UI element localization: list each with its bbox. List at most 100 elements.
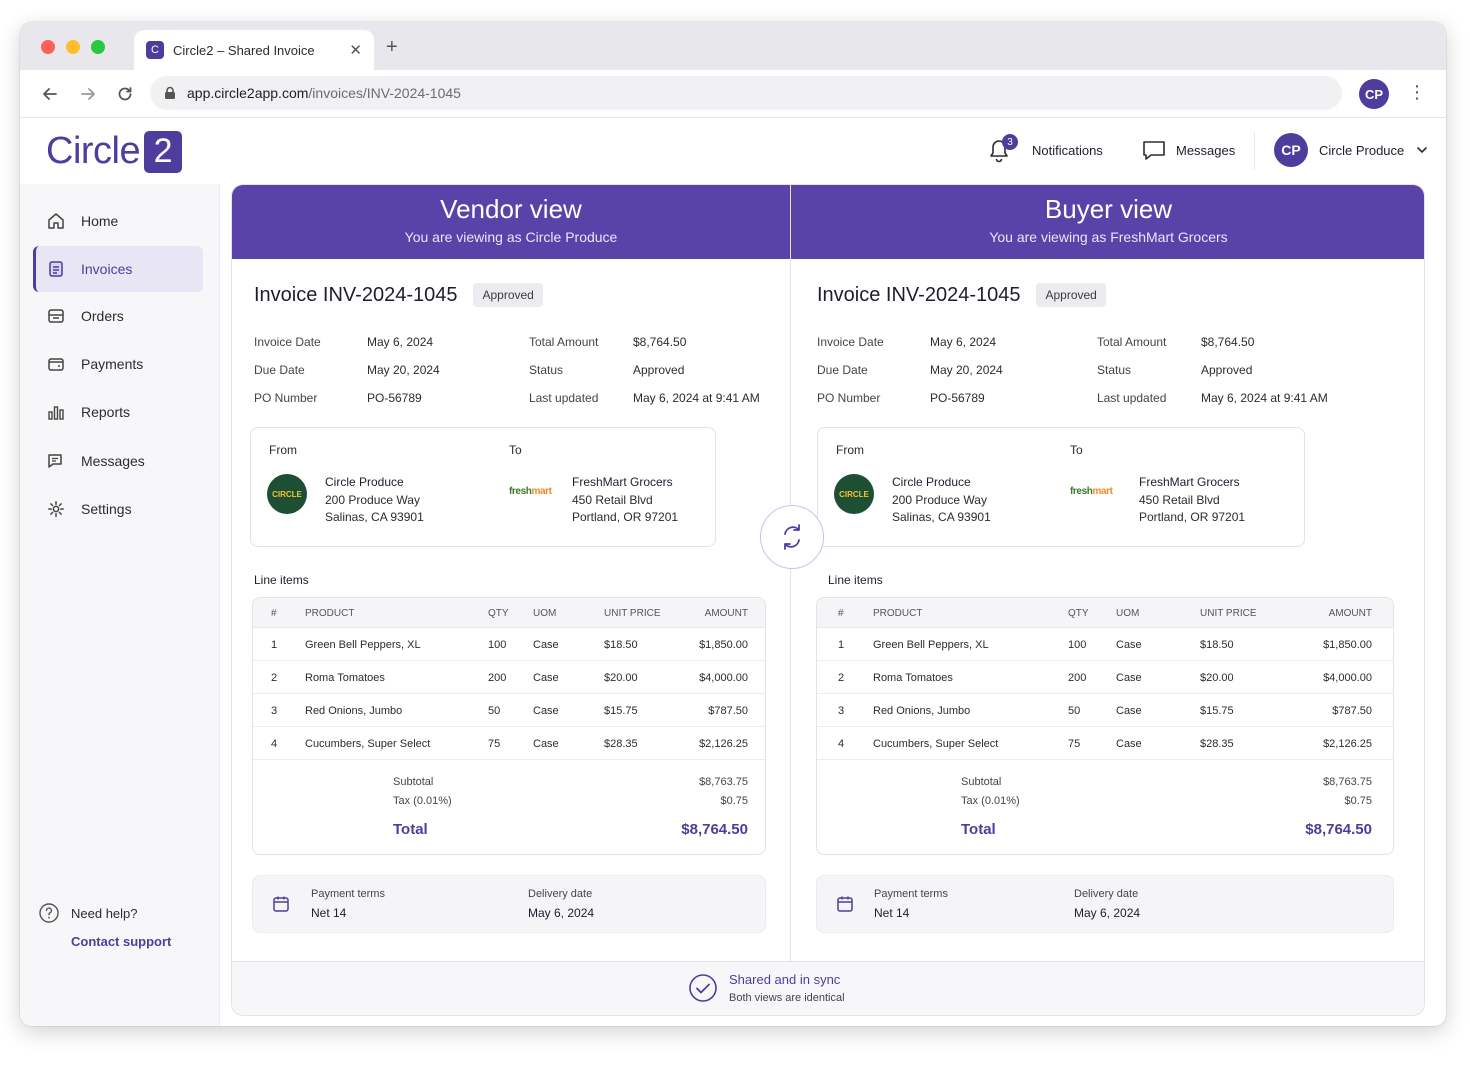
tab-title: Circle2 – Shared Invoice — [173, 42, 315, 58]
table-row: 2 Roma Tomatoes 200 Case $20.00 $4,000.0… — [817, 661, 1393, 694]
sidebar-item-settings[interactable]: Settings — [33, 486, 203, 532]
new-tab-icon[interactable]: + — [386, 36, 398, 58]
browser-menu-icon[interactable]: ⋮ — [1408, 82, 1426, 102]
sidebar-item-orders[interactable]: Orders — [33, 293, 203, 339]
maximize-window-button[interactable] — [91, 40, 105, 54]
tab-bar: C Circle2 – Shared Invoice ✕ + — [20, 22, 1446, 70]
sync-status-title: Shared and in sync — [729, 972, 841, 987]
message-icon — [1143, 141, 1165, 160]
freshmart-logo: freshmart — [509, 486, 552, 497]
pane-subtitle: You are viewing as Circle Produce — [404, 229, 618, 245]
tax-value: $0.75 — [720, 795, 748, 807]
line-items-table: # PRODUCT QTY UOM UNIT PRICE AMOUNT 1 Gr… — [252, 597, 766, 855]
to-label: To — [509, 443, 522, 457]
buyer-view-header: Buyer view You are viewing as FreshMart … — [791, 185, 1424, 259]
table-row: 3 Red Onions, Jumbo 50 Case $15.75 $787.… — [253, 694, 765, 727]
home-icon — [46, 211, 66, 231]
tax-label: Tax (0.01%) — [961, 795, 1020, 807]
bar-chart-icon — [46, 402, 66, 422]
notification-count-badge: 3 — [1002, 134, 1018, 150]
contact-support-link[interactable]: Contact support — [71, 934, 172, 949]
reload-icon[interactable] — [113, 82, 137, 106]
total-label: Total — [961, 821, 996, 838]
notifications-button[interactable]: 3 Notifications — [986, 132, 1103, 168]
vendor-invoice-pane: Invoice INV-2024-1045 Approved Invoice D… — [232, 259, 790, 961]
sidebar-item-payments[interactable]: Payments — [33, 341, 203, 387]
sidebar-item-label: Payments — [81, 356, 144, 372]
header-divider — [1254, 132, 1255, 170]
minimize-window-button[interactable] — [66, 40, 80, 54]
sidebar-item-label: Orders — [81, 308, 124, 324]
from-to-card: From To CIRCLE Circle Produce 200 Produc… — [817, 427, 1305, 547]
shared-invoice-comparison: Vendor view You are viewing as Circle Pr… — [231, 184, 1425, 1016]
payment-terms-value: Net 14 — [311, 906, 347, 920]
account-avatar: CP — [1274, 133, 1308, 167]
url-host: app.circle2app.com — [187, 85, 309, 101]
sidebar-item-label: Reports — [81, 404, 131, 420]
terms-card: Payment terms Net 14 Delivery date May 6… — [252, 875, 766, 933]
favicon-icon: C — [146, 41, 164, 59]
to-address: FreshMart Grocers 450 Retail Blvd Portla… — [572, 475, 679, 524]
account-menu[interactable]: CP Circle Produce — [1274, 132, 1428, 168]
chat-icon — [46, 451, 66, 471]
sidebar-item-messages[interactable]: Messages — [33, 438, 203, 484]
pane-divider — [790, 185, 791, 961]
subtotal-value: $8,763.75 — [1323, 776, 1372, 788]
delivery-date-label: Delivery date — [528, 888, 593, 900]
forward-icon[interactable] — [76, 82, 100, 106]
messages-label: Messages — [1176, 142, 1236, 158]
app-header: Circle 2 3 Notifications Messages CP Cir… — [20, 118, 1446, 184]
terms-card: Payment terms Net 14 Delivery date May 6… — [816, 875, 1394, 933]
to-label: To — [1070, 443, 1083, 457]
subtotal-label: Subtotal — [961, 776, 1002, 788]
sidebar-item-label: Settings — [81, 501, 132, 517]
line-items-label: Line items — [254, 573, 309, 587]
circle-produce-logo: CIRCLE — [834, 474, 874, 514]
subtotal-value: $8,763.75 — [699, 776, 748, 788]
circle-produce-logo: CIRCLE — [267, 474, 307, 514]
table-row: 1 Green Bell Peppers, XL 100 Case $18.50… — [817, 628, 1393, 661]
payment-terms-label: Payment terms — [874, 888, 948, 900]
bell-icon: 3 — [986, 134, 1018, 164]
line-items-table: # PRODUCT QTY UOM UNIT PRICE AMOUNT 1 Gr… — [816, 597, 1394, 855]
browser-window: C Circle2 – Shared Invoice ✕ + app.circl… — [20, 22, 1446, 1026]
total-label: Total — [393, 821, 428, 838]
buyer-invoice-pane: Invoice INV-2024-1045 Approved Invoice D… — [795, 259, 1424, 961]
notifications-label: Notifications — [1032, 142, 1103, 158]
delivery-date-value: May 6, 2024 — [528, 906, 595, 920]
sidebar-item-home[interactable]: Home — [33, 198, 203, 244]
calendar-icon — [835, 894, 857, 916]
tax-value: $0.75 — [1344, 795, 1372, 807]
app-logo[interactable]: Circle 2 — [46, 130, 183, 173]
browser-tab[interactable]: C Circle2 – Shared Invoice ✕ — [134, 30, 374, 70]
total-value: $8,764.50 — [681, 821, 748, 838]
status-badge: Approved — [1036, 283, 1106, 307]
back-icon[interactable] — [38, 82, 62, 106]
close-window-button[interactable] — [41, 40, 55, 54]
check-circle-icon — [688, 973, 718, 1003]
browser-profile-avatar[interactable]: CP — [1359, 79, 1389, 109]
status-badge: Approved — [473, 283, 543, 307]
payment-terms-label: Payment terms — [311, 888, 385, 900]
sync-status-subtitle: Both views are identical — [729, 992, 845, 1004]
help-label: Need help? — [71, 905, 138, 921]
sidebar-item-reports[interactable]: Reports — [33, 389, 203, 435]
question-icon — [39, 903, 59, 923]
table-row: 4 Cucumbers, Super Select 75 Case $28.35… — [817, 727, 1393, 760]
close-tab-icon[interactable]: ✕ — [349, 42, 362, 59]
payment-terms-value: Net 14 — [874, 906, 910, 920]
table-row: 2 Roma Tomatoes 200 Case $20.00 $4,000.0… — [253, 661, 765, 694]
delivery-date-label: Delivery date — [1074, 888, 1139, 900]
line-items-label: Line items — [828, 573, 883, 587]
messages-button[interactable]: Messages — [1142, 132, 1235, 168]
sidebar-item-label: Messages — [81, 453, 145, 469]
account-name: Circle Produce — [1319, 142, 1405, 158]
lock-icon — [165, 86, 175, 99]
sidebar-item-invoices[interactable]: Invoices — [33, 246, 203, 292]
address-bar[interactable]: app.circle2app.com/invoices/INV-2024-104… — [150, 76, 1342, 110]
subtotal-label: Subtotal — [393, 776, 434, 788]
sidebar: Home Invoices Orders Payments Reports Me… — [20, 184, 220, 1026]
calendar-icon — [271, 894, 293, 916]
total-value: $8,764.50 — [1305, 821, 1372, 838]
freshmart-logo: freshmart — [1070, 486, 1113, 497]
